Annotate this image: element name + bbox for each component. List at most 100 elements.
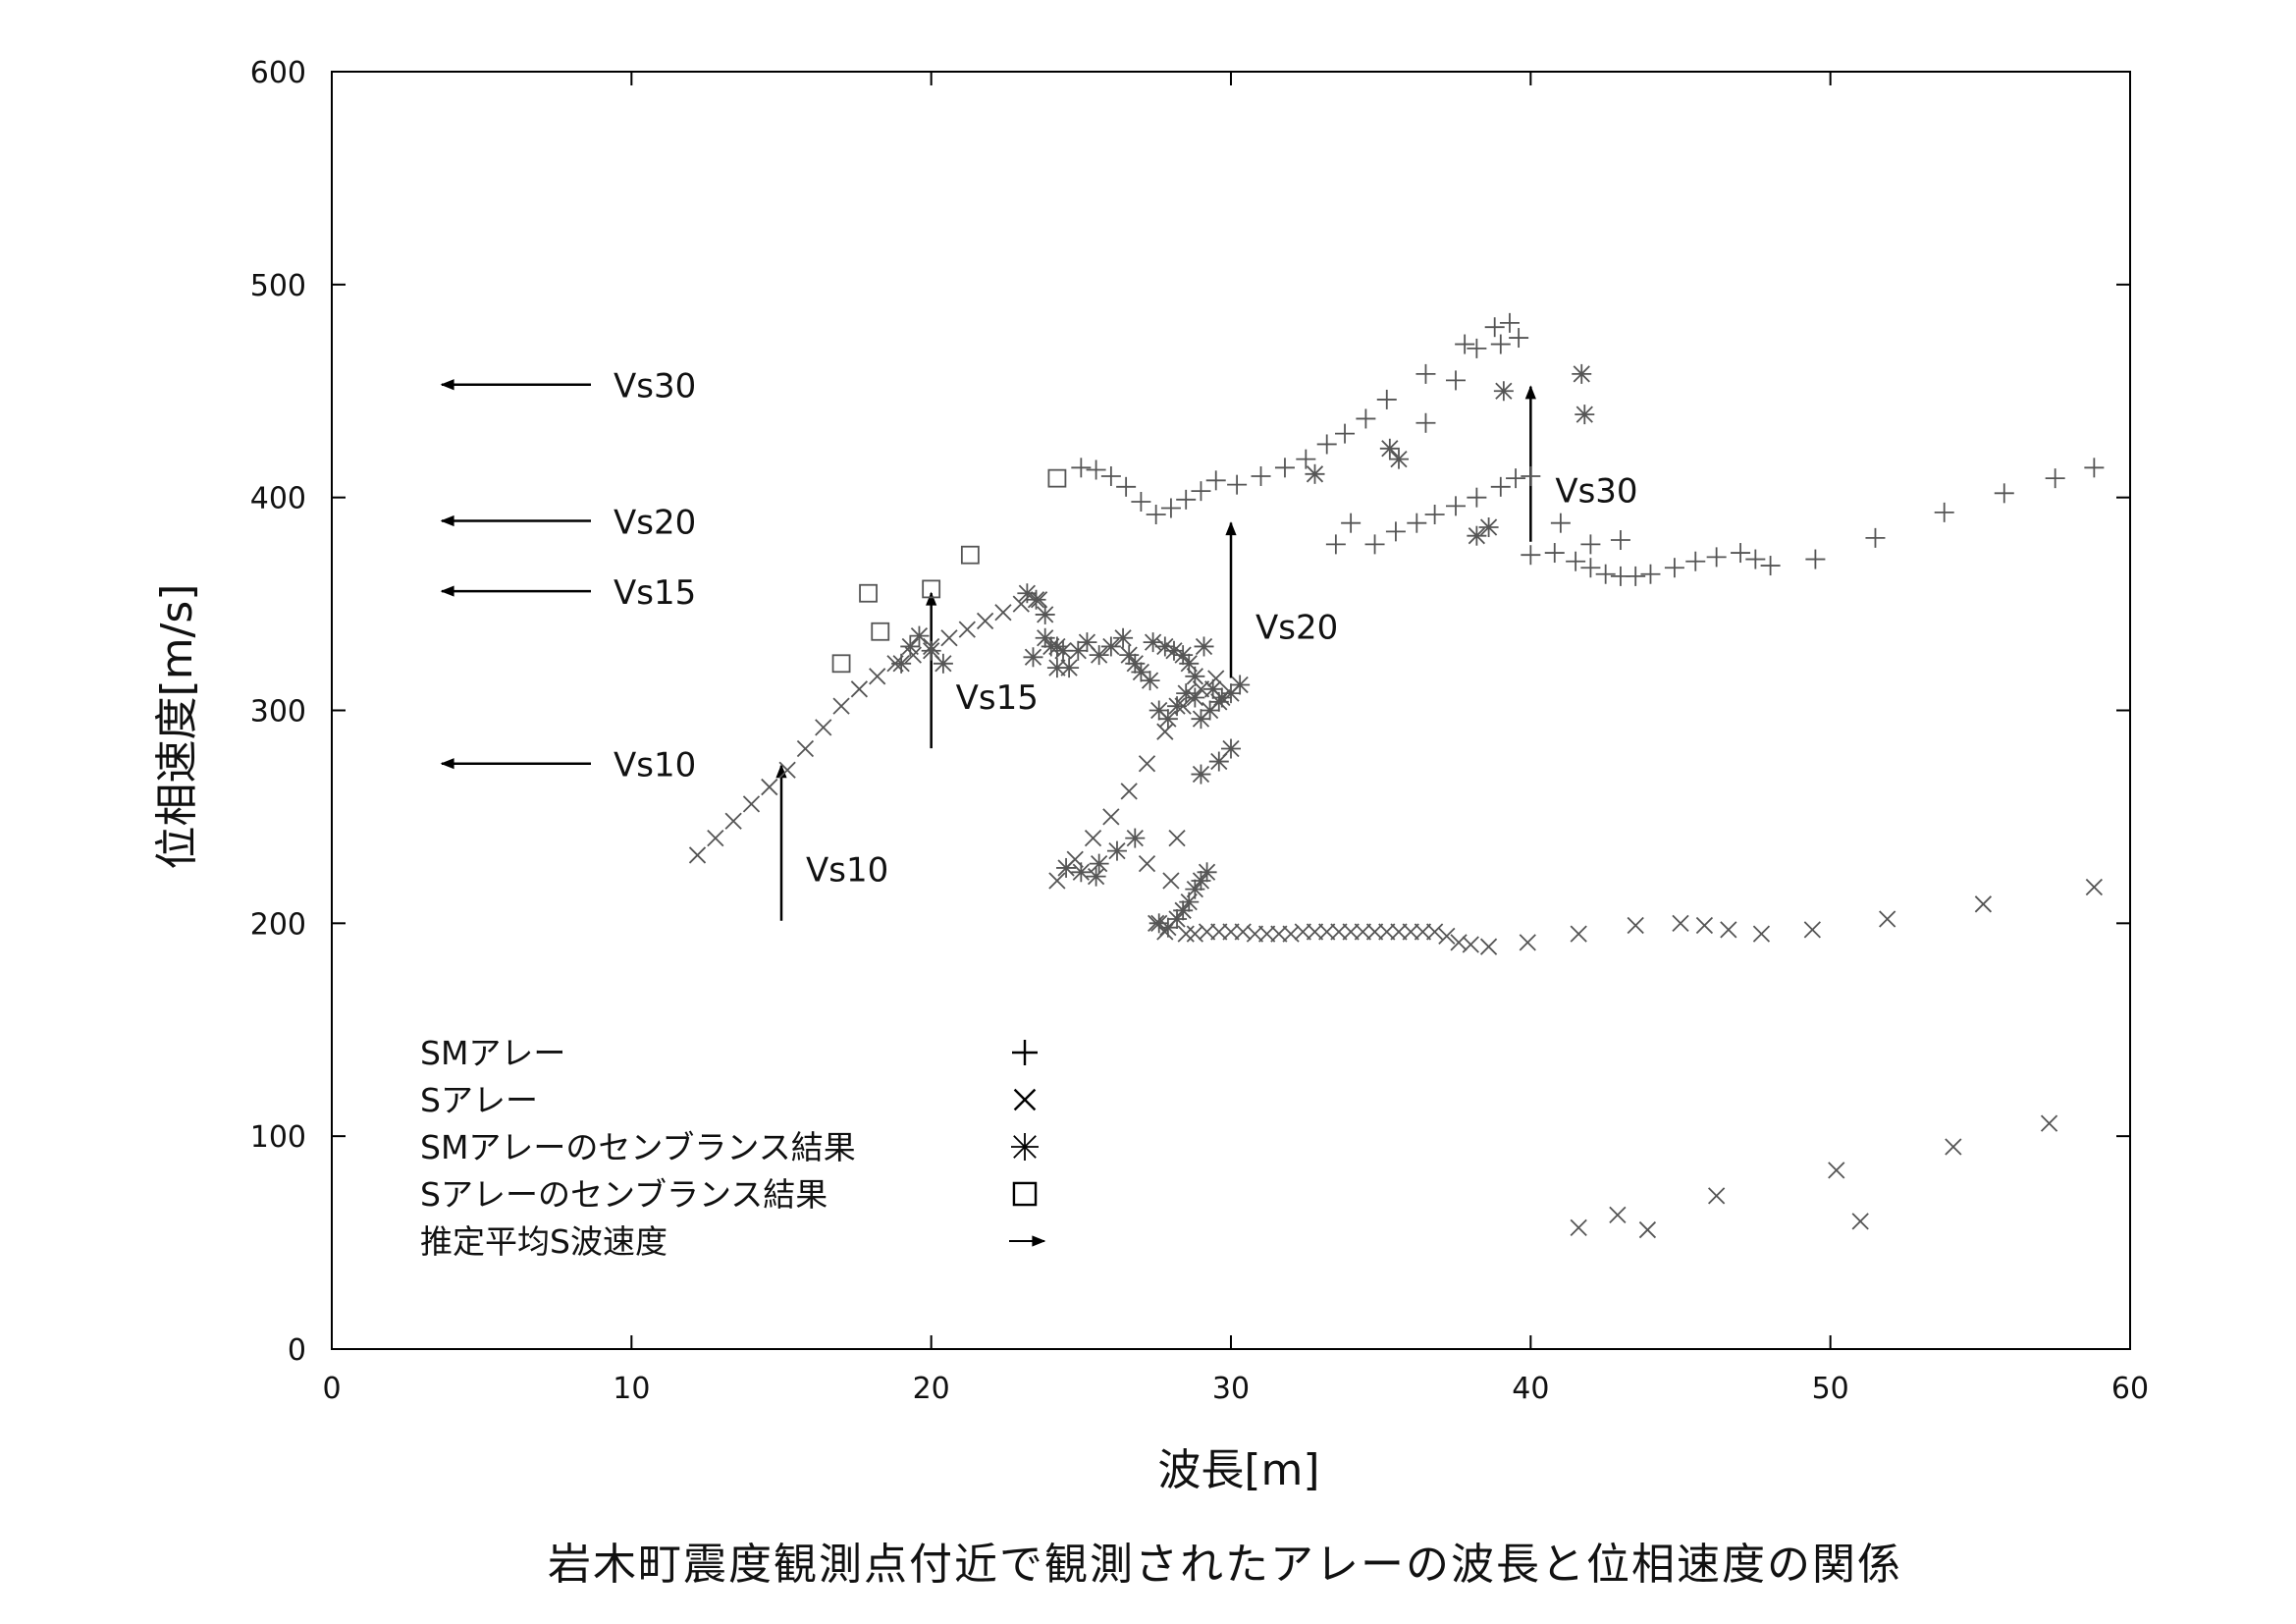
point-plus [1455, 334, 1475, 354]
legend-label: SMアレーのセンブランス結果 [420, 1128, 856, 1166]
point-plus [1484, 317, 1505, 338]
point-plus [1176, 489, 1197, 510]
point-cross [1851, 1213, 1869, 1230]
wavelength-arrow-label: Vs10 [806, 851, 888, 891]
reference-arrows: Vs30 Vs20 Vs15 Vs10 [440, 367, 696, 785]
point-asterisk [1125, 828, 1146, 848]
point-cross [1258, 925, 1276, 943]
point-plus [2084, 458, 2105, 478]
point-plus [1446, 370, 1466, 391]
point-plus [1341, 513, 1362, 533]
legend-label: 推定平均S波速度 [420, 1222, 667, 1261]
point-asterisk [1194, 636, 1214, 657]
point-cross [1828, 1162, 1845, 1179]
legend-symbol-icon [1012, 1181, 1038, 1207]
point-plus [1521, 545, 1541, 566]
point-asterisk [1035, 627, 1055, 648]
point-plus [1467, 487, 1487, 508]
point-asterisk [1388, 449, 1409, 469]
legend-symbol-icon [1013, 1088, 1037, 1111]
point-asterisk [1089, 853, 1109, 874]
reference-arrow-label: Vs15 [614, 573, 696, 613]
point-cross [1638, 1220, 1657, 1239]
point-plus [1490, 334, 1511, 354]
point-plus [1407, 513, 1427, 533]
series-cross [688, 591, 2103, 1239]
point-cross [1168, 829, 1186, 847]
legend-symbol-icon [1011, 1133, 1039, 1161]
point-asterisk [1113, 627, 1134, 648]
point-cross [850, 680, 869, 698]
point-plus [1626, 566, 1646, 586]
point-asterisk [1572, 363, 1592, 384]
reference-arrow-label: Vs10 [614, 746, 696, 785]
point-cross [1627, 916, 1644, 935]
wavelength-arrow-vs15: Vs15 [926, 591, 1039, 749]
point-cross [815, 719, 832, 736]
point-cross [761, 778, 778, 796]
point-cross [1879, 910, 1896, 928]
point-cross [1318, 923, 1336, 941]
legend: SMアレー Sアレー SMアレーのセンブランス結果 Sアレーのセンブランス結果推定平均… [420, 1034, 1046, 1261]
point-plus [1580, 534, 1601, 555]
point-cross [707, 829, 724, 847]
point-cross [1246, 925, 1264, 943]
point-cross [1306, 923, 1324, 941]
point-asterisk [1185, 687, 1205, 708]
x-axis-title: 波長[m] [1157, 1445, 1319, 1495]
reference-arrow-vs10: Vs10 [440, 746, 696, 785]
point-plus [1865, 527, 1886, 548]
x-tick-label: 30 [1212, 1372, 1250, 1406]
point-asterisk [1167, 696, 1188, 717]
point-cross [1207, 670, 1225, 687]
point-plus [1731, 543, 1751, 564]
point-plus [1071, 458, 1092, 478]
point-asterisk [1163, 640, 1184, 661]
point-square [871, 622, 890, 641]
point-cross [1752, 925, 1771, 943]
legend-item: 推定平均S波速度 [420, 1222, 1046, 1261]
point-asterisk [1179, 653, 1200, 674]
point-asterisk [1176, 683, 1197, 704]
point-asterisk [1379, 438, 1400, 459]
point-cross [1354, 923, 1371, 941]
y-tick-label: 400 [250, 482, 306, 516]
point-plus [1424, 505, 1445, 525]
point-cross [1708, 1187, 1726, 1205]
point-cross [1084, 829, 1102, 847]
point-plus [1274, 458, 1295, 478]
point-cross [940, 629, 958, 647]
point-asterisk [1221, 738, 1241, 759]
point-asterisk [1071, 862, 1092, 883]
point-cross [1102, 808, 1120, 826]
point-plus [2045, 468, 2065, 489]
point-cross [1342, 923, 1360, 941]
point-cross [2085, 878, 2103, 896]
point-cross [1438, 927, 1456, 945]
point-asterisk [1157, 709, 1178, 730]
wavelength-arrow-label: Vs20 [1255, 609, 1338, 648]
point-plus [1745, 549, 1766, 569]
point-asterisk [909, 625, 930, 646]
point-asterisk [1191, 764, 1211, 785]
point-plus [1685, 551, 1706, 571]
y-tick-label: 300 [250, 695, 306, 730]
point-cross [2040, 1114, 2058, 1132]
point-plus [1499, 312, 1520, 333]
point-asterisk [1089, 645, 1109, 666]
point-cross [1330, 923, 1348, 941]
point-plus [1335, 423, 1356, 444]
point-square [960, 545, 980, 565]
point-asterisk [900, 636, 921, 657]
point-plus [1191, 481, 1211, 502]
point-plus [1205, 470, 1226, 491]
point-asterisk [1059, 658, 1080, 678]
point-cross [1414, 923, 1432, 941]
y-tick-label: 0 [288, 1333, 306, 1368]
point-plus [1296, 449, 1316, 469]
point-cross [1162, 872, 1180, 890]
point-asterisk [1478, 517, 1499, 538]
point-plus [1146, 505, 1166, 525]
